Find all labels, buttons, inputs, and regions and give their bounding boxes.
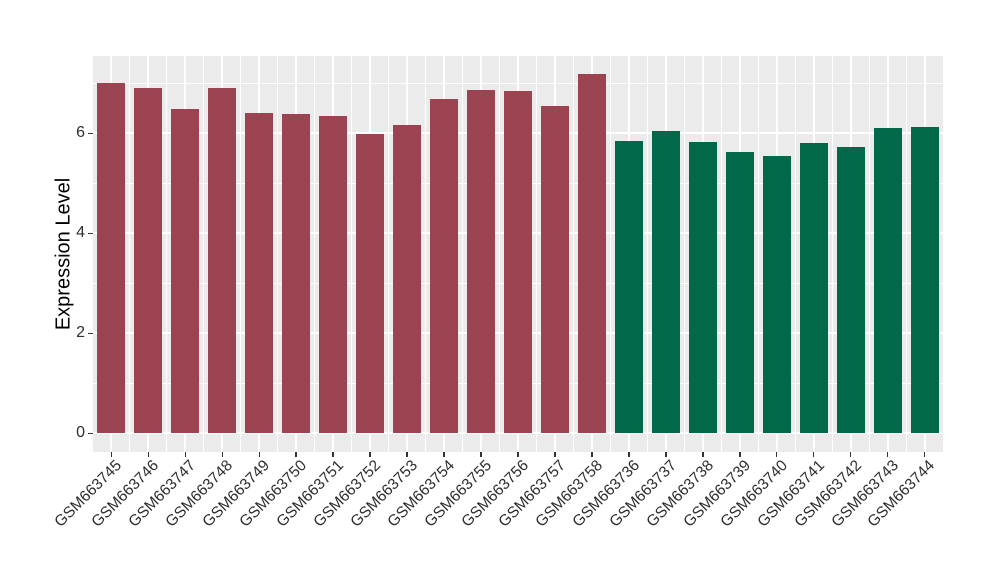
y-tick-label: 4 [76,224,85,242]
y-tick-mark [88,232,93,235]
y-tick-mark [88,132,93,135]
x-tick-mark [849,452,852,457]
y-tick-label: 2 [76,324,85,342]
bar-GSM663749 [245,112,274,434]
bar-GSM663750 [282,113,311,434]
x-tick-mark [110,452,113,457]
bar-GSM663743 [873,128,902,434]
gridline-minor-x [572,56,574,452]
bar-GSM663742 [836,146,865,434]
gridline-minor-x [831,56,833,452]
bar-GSM663753 [393,124,422,434]
x-tick-mark [554,452,556,457]
plot-panel [93,56,943,452]
gridline-minor-x [757,56,759,452]
y-axis-title: Expression Level [52,177,75,331]
x-tick-mark [443,452,445,457]
bar-GSM663754 [430,98,459,434]
gridline-minor-x [166,56,168,452]
bar-GSM663736 [614,141,643,434]
gridline-minor-x [129,56,131,452]
gridline-minor-x [388,56,390,452]
gridline-minor-x [535,56,537,452]
x-tick-mark [147,452,150,457]
bar-GSM663744 [910,126,939,434]
x-tick-mark [886,452,889,457]
x-tick-mark [184,452,187,457]
bar-GSM663738 [688,142,717,434]
x-tick-mark [701,452,704,457]
gridline-minor-x [905,56,907,452]
x-tick-mark [738,452,741,457]
x-tick-mark [480,452,482,457]
gridline-minor-x [240,56,242,452]
y-tick-mark [88,332,93,335]
x-tick-mark [221,452,224,457]
bar-GSM663748 [208,88,237,434]
bar-GSM663739 [725,151,754,434]
bar-GSM663752 [356,133,385,434]
gridline-minor-x [462,56,464,452]
gridline-minor-x [351,56,353,452]
bar-GSM663751 [319,116,348,434]
bar-GSM663741 [799,143,828,434]
y-tick-label: 0 [76,424,85,442]
x-tick-mark [369,452,371,457]
bar-GSM663756 [504,91,532,434]
gridline-minor-x [868,56,870,452]
x-tick-mark [406,452,408,457]
bar-GSM663740 [762,156,791,434]
gridline-minor-x [499,56,501,452]
x-tick-mark [628,452,630,457]
gridline-minor-x [277,56,279,452]
gridline-minor-x [314,56,316,452]
bar-GSM663746 [134,88,163,434]
y-tick-label: 6 [76,124,85,142]
gridline-minor-x [609,56,611,452]
gridline-minor-x [203,56,205,452]
gridline-minor-x [794,56,796,452]
x-tick-mark [923,452,926,457]
x-tick-mark [295,452,298,457]
x-tick-mark [775,452,778,457]
x-tick-mark [332,452,334,457]
gridline-minor-x [425,56,427,452]
bar-GSM663737 [651,131,680,434]
bar-GSM663747 [171,108,200,434]
x-tick-mark [812,452,815,457]
y-tick-mark [88,432,93,435]
bar-GSM663745 [97,83,126,434]
x-tick-mark [258,452,261,457]
x-tick-mark [591,452,593,457]
gridline-minor-x [646,56,648,452]
x-tick-mark [517,452,519,457]
bar-GSM663758 [577,73,606,434]
gridline-minor-x [683,56,685,452]
bar-GSM663757 [540,106,569,434]
gridline-minor-x [720,56,722,452]
x-tick-mark [665,452,667,457]
bar-GSM663755 [467,89,496,434]
